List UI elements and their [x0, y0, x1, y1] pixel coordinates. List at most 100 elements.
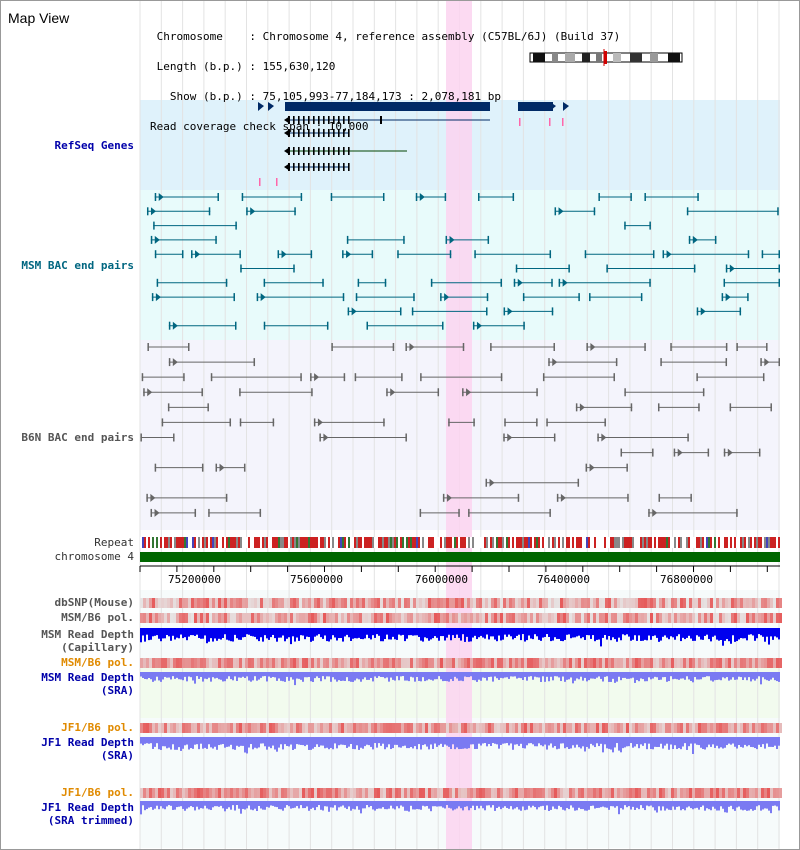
repeat-track-label[interactable]: Repeat	[94, 536, 134, 549]
repeat-mark	[364, 537, 366, 548]
depth-bar	[388, 628, 390, 640]
refseq-track-label[interactable]: RefSeq Genes	[54, 139, 134, 152]
heat-cell	[548, 723, 551, 733]
highlight-region[interactable]	[446, 0, 472, 850]
depth-bar	[384, 737, 386, 750]
heat-cell	[626, 658, 629, 668]
heat-cell	[623, 658, 626, 668]
repeat-mark	[712, 537, 714, 548]
repeat-mark	[392, 537, 394, 548]
heat-cell	[770, 613, 773, 623]
msm-read-depth-capillary-label[interactable]: MSM Read Depth	[41, 628, 134, 641]
depth-bar	[720, 628, 722, 640]
repeat-track[interactable]	[140, 537, 780, 548]
msm-b6-pol-heatmap-1[interactable]	[140, 613, 782, 623]
msm-bac-arrow	[444, 293, 450, 302]
dbsnp-track-label[interactable]: dbSNP(Mouse)	[54, 596, 134, 609]
depth-bar	[146, 801, 148, 810]
msm-read-depth-sra-label[interactable]: MSM Read Depth	[41, 671, 134, 684]
jf1-read-depth-trimmed-label[interactable]: JF1 Read Depth	[41, 801, 134, 814]
chromosome-ideogram[interactable]	[529, 49, 683, 66]
heat-cell	[668, 788, 671, 798]
jf1-b6-pol-heatmap-1[interactable]	[140, 723, 782, 733]
depth-bar	[534, 737, 536, 747]
heat-cell	[308, 613, 311, 623]
b6n-bac-end	[161, 418, 164, 427]
heat-cell	[239, 598, 242, 608]
depth-bar	[150, 737, 152, 744]
jf1-b6-pol-heatmap-2[interactable]	[140, 788, 782, 798]
repeat-mark	[662, 537, 664, 548]
b6n-bac-end	[253, 358, 256, 367]
depth-bar	[240, 628, 242, 640]
repeat-mark	[354, 537, 356, 548]
jf1-read-depth-sra[interactable]	[140, 737, 780, 754]
heat-cell	[704, 723, 707, 733]
heat-cell	[299, 788, 302, 798]
heat-cell	[779, 613, 782, 623]
depth-bar	[452, 737, 454, 745]
depth-bar	[318, 672, 320, 678]
depth-bar	[702, 628, 704, 640]
msm-bac-features[interactable]	[146, 193, 780, 330]
heat-cell	[353, 598, 356, 608]
jf1-read-depth-sra-label[interactable]: JF1 Read Depth	[41, 736, 134, 749]
depth-bar	[730, 801, 732, 806]
depth-bar	[402, 737, 404, 747]
dbsnp-heatmap[interactable]	[140, 598, 782, 608]
heat-cell	[494, 723, 497, 733]
depth-bar	[756, 801, 758, 807]
heat-cell	[263, 658, 266, 668]
depth-bar	[676, 628, 678, 637]
depth-bar	[316, 737, 318, 745]
depth-bar	[240, 801, 242, 814]
depth-bar	[430, 672, 432, 680]
heat-cell	[578, 613, 581, 623]
chromosome-bar[interactable]	[140, 552, 780, 562]
b6n-bac-features[interactable]	[140, 343, 780, 517]
depth-bar	[280, 737, 282, 745]
msm-bac-track-label[interactable]: MSM BAC end pairs	[21, 259, 134, 272]
msm-b6-pol-heatmap-2[interactable]	[140, 658, 782, 668]
chromosome-track-label[interactable]: chromosome 4	[54, 550, 134, 563]
heat-cell	[215, 788, 218, 798]
depth-bar	[770, 737, 772, 747]
depth-bar	[778, 737, 780, 746]
heat-cell	[353, 658, 356, 668]
heat-cell	[419, 658, 422, 668]
b6n-bac-end	[201, 463, 204, 472]
depth-bar	[282, 628, 284, 636]
msm-b6-pol-track-label-2[interactable]: MSM/B6 pol.	[61, 656, 134, 669]
depth-bar	[602, 737, 604, 753]
depth-bar	[294, 672, 296, 686]
heat-cell	[152, 788, 155, 798]
msm-read-depth-sra[interactable]	[140, 672, 780, 686]
depth-bar	[768, 737, 770, 747]
depth-bar	[516, 801, 518, 808]
jf1-b6-pol-track-label-1[interactable]: JF1/B6 pol.	[61, 721, 134, 734]
jf1-read-depth-sra-trimmed[interactable]	[140, 801, 780, 815]
depth-bar	[456, 628, 458, 635]
heat-cell	[278, 613, 281, 623]
jf1-b6-pol-track-label-2[interactable]: JF1/B6 pol.	[61, 786, 134, 799]
repeat-mark	[676, 537, 678, 548]
refseq-gene-features[interactable]	[258, 102, 569, 186]
heat-cell	[437, 658, 440, 668]
depth-bar	[610, 672, 612, 682]
heat-cell	[512, 598, 515, 608]
msm-b6-pol-track-label-1[interactable]: MSM/B6 pol.	[61, 611, 134, 624]
depth-bar	[152, 672, 154, 682]
heat-cell	[608, 658, 611, 668]
msm-read-depth-capillary[interactable]	[140, 628, 780, 647]
heat-cell	[470, 658, 473, 668]
b6n-bac-end	[687, 433, 689, 442]
b6n-bac-end	[546, 418, 548, 427]
depth-bar	[164, 628, 166, 639]
exon	[323, 163, 325, 171]
depth-bar	[746, 628, 748, 641]
heat-cell	[185, 788, 188, 798]
heat-cell	[722, 788, 725, 798]
b6n-bac-track-label[interactable]: B6N BAC end pairs	[21, 431, 134, 444]
heat-cell	[380, 613, 383, 623]
depth-bar	[304, 628, 306, 640]
